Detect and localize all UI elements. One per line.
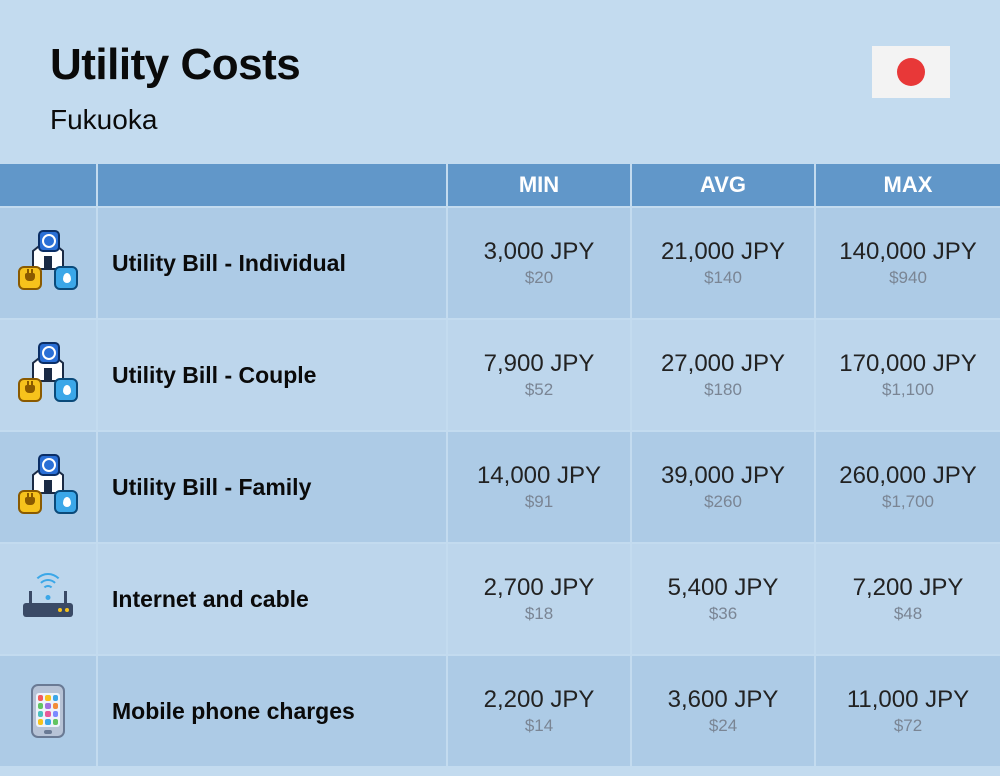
value-usd: $20 (525, 268, 553, 288)
cell-avg: 3,600 JPY $24 (632, 656, 816, 766)
plug-icon (18, 378, 42, 402)
value-jpy: 2,200 JPY (484, 686, 595, 714)
table-row: Internet and cable 2,700 JPY $18 5,400 J… (0, 542, 1000, 654)
value-jpy: 3,000 JPY (484, 238, 595, 266)
value-jpy: 21,000 JPY (661, 238, 785, 266)
page-title: Utility Costs (50, 40, 300, 90)
plug-icon (18, 266, 42, 290)
value-jpy: 14,000 JPY (477, 462, 601, 490)
value-usd: $36 (709, 604, 737, 624)
row-icon-cell (0, 432, 98, 542)
value-usd: $72 (894, 716, 922, 736)
utility-icon (20, 238, 76, 288)
table-row: Mobile phone charges 2,200 JPY $14 3,600… (0, 654, 1000, 766)
value-usd: $48 (894, 604, 922, 624)
row-icon-cell (0, 320, 98, 430)
row-icon-cell (0, 208, 98, 318)
cell-max: 7,200 JPY $48 (816, 544, 1000, 654)
value-usd: $18 (525, 604, 553, 624)
phone-icon (31, 684, 65, 738)
cell-min: 2,700 JPY $18 (448, 544, 632, 654)
cell-avg: 5,400 JPY $36 (632, 544, 816, 654)
row-label: Internet and cable (98, 544, 448, 654)
value-jpy: 260,000 JPY (839, 462, 976, 490)
gear-icon (38, 230, 60, 252)
cell-max: 260,000 JPY $1,700 (816, 432, 1000, 542)
cell-avg: 21,000 JPY $140 (632, 208, 816, 318)
value-jpy: 2,700 JPY (484, 574, 595, 602)
water-icon (54, 490, 78, 514)
value-usd: $260 (704, 492, 742, 512)
utility-table: MIN AVG MAX Utility Bill - Individual 3,… (0, 164, 1000, 766)
value-usd: $180 (704, 380, 742, 400)
value-jpy: 170,000 JPY (839, 350, 976, 378)
value-usd: $1,700 (882, 492, 934, 512)
value-jpy: 39,000 JPY (661, 462, 785, 490)
row-label: Utility Bill - Couple (98, 320, 448, 430)
value-jpy: 3,600 JPY (668, 686, 779, 714)
cell-max: 140,000 JPY $940 (816, 208, 1000, 318)
cell-max: 11,000 JPY $72 (816, 656, 1000, 766)
gear-icon (38, 454, 60, 476)
cell-avg: 27,000 JPY $180 (632, 320, 816, 430)
cell-min: 14,000 JPY $91 (448, 432, 632, 542)
utility-icon (20, 462, 76, 512)
cell-max: 170,000 JPY $1,100 (816, 320, 1000, 430)
value-usd: $1,100 (882, 380, 934, 400)
utility-icon (20, 350, 76, 400)
row-label: Mobile phone charges (98, 656, 448, 766)
value-usd: $14 (525, 716, 553, 736)
header: Utility Costs Fukuoka (0, 0, 1000, 164)
flag-japan-icon (872, 46, 950, 98)
water-icon (54, 378, 78, 402)
table-row: Utility Bill - Family 14,000 JPY $91 39,… (0, 430, 1000, 542)
row-icon-cell (0, 656, 98, 766)
col-header-max: MAX (816, 164, 1000, 206)
table-row: Utility Bill - Couple 7,900 JPY $52 27,0… (0, 318, 1000, 430)
title-block: Utility Costs Fukuoka (50, 40, 300, 136)
col-header-avg: AVG (632, 164, 816, 206)
water-icon (54, 266, 78, 290)
col-header-label (98, 164, 448, 206)
cell-min: 2,200 JPY $14 (448, 656, 632, 766)
value-jpy: 5,400 JPY (668, 574, 779, 602)
cell-min: 3,000 JPY $20 (448, 208, 632, 318)
value-usd: $24 (709, 716, 737, 736)
gear-icon (38, 342, 60, 364)
cell-min: 7,900 JPY $52 (448, 320, 632, 430)
flag-dot (897, 58, 925, 86)
value-usd: $140 (704, 268, 742, 288)
value-jpy: 27,000 JPY (661, 350, 785, 378)
col-header-min: MIN (448, 164, 632, 206)
plug-icon (18, 490, 42, 514)
row-label: Utility Bill - Family (98, 432, 448, 542)
router-icon (19, 577, 77, 621)
col-header-icon (0, 164, 98, 206)
table-row: Utility Bill - Individual 3,000 JPY $20 … (0, 206, 1000, 318)
table-body: Utility Bill - Individual 3,000 JPY $20 … (0, 206, 1000, 766)
page-subtitle: Fukuoka (50, 104, 300, 136)
value-jpy: 7,900 JPY (484, 350, 595, 378)
value-jpy: 11,000 JPY (847, 686, 969, 714)
value-jpy: 7,200 JPY (853, 574, 964, 602)
row-label: Utility Bill - Individual (98, 208, 448, 318)
value-usd: $940 (889, 268, 927, 288)
row-icon-cell (0, 544, 98, 654)
value-usd: $91 (525, 492, 553, 512)
cell-avg: 39,000 JPY $260 (632, 432, 816, 542)
value-jpy: 140,000 JPY (839, 238, 976, 266)
table-header: MIN AVG MAX (0, 164, 1000, 206)
value-usd: $52 (525, 380, 553, 400)
